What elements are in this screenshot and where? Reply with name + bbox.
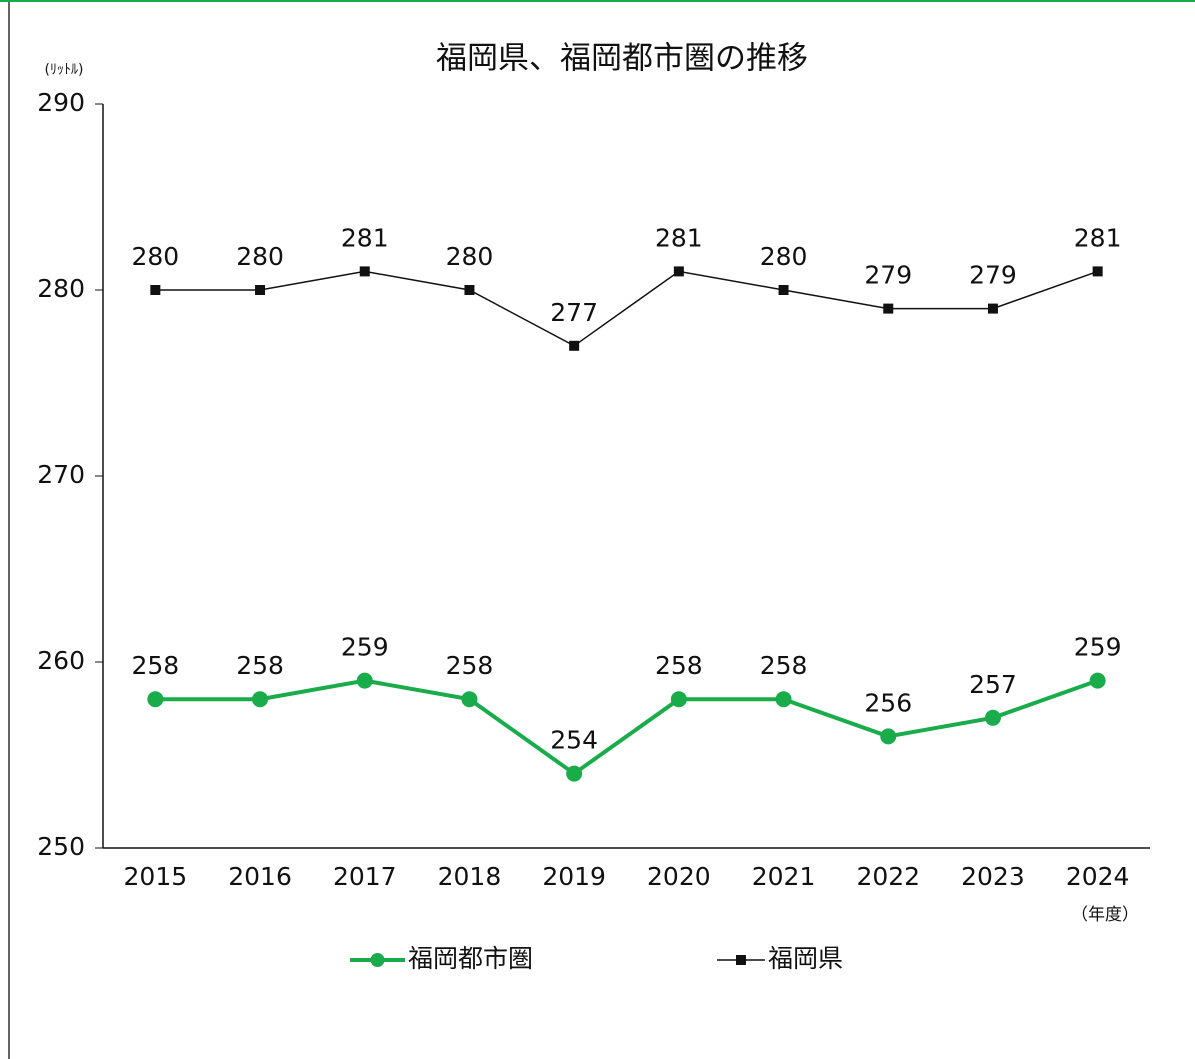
x-tick-label: 2020 [647,862,711,891]
data-label: 280 [760,242,808,271]
x-tick-label: 2021 [752,862,816,891]
data-label: 259 [1074,633,1122,662]
marker [1089,672,1106,689]
series-line [155,270,1098,347]
data-label: 258 [655,651,703,680]
legend-label: 福岡都市圏 [408,944,533,973]
x-tick-label: 2024 [1066,862,1130,891]
marker [255,285,266,295]
marker [673,266,684,277]
data-label: 281 [1074,223,1122,252]
x-tick-label: 2017 [333,862,397,891]
x-tick-label: 2023 [961,862,1025,891]
y-tick-label: 250 [37,832,85,861]
data-label: 257 [969,670,1017,699]
data-label: 259 [341,633,389,662]
frame [8,0,1195,1059]
x-tick-label: 2016 [228,862,292,891]
y-tick-label: 280 [37,274,85,303]
marker [150,285,161,295]
data-label: 279 [969,261,1017,290]
y-tick-label: 290 [37,88,85,117]
marker [569,340,580,351]
y-tick-label: 260 [37,646,85,675]
marker [252,691,269,708]
marker [880,728,897,745]
marker [147,691,164,708]
data-label: 277 [550,298,598,327]
data-label: 281 [341,223,389,252]
marker [883,303,894,314]
data-label: 280 [446,242,494,271]
x-tick-label: 2019 [542,862,606,891]
marker [987,303,998,314]
data-label: 258 [236,651,284,680]
series-line [155,678,1099,777]
marker [464,285,475,295]
data-label: 258 [131,651,179,680]
data-label: 281 [655,223,703,252]
marker [566,765,583,782]
x-tick-label: 2015 [124,862,188,891]
legend-label: 福岡県 [768,944,843,973]
marker [356,672,373,689]
data-label: 258 [446,651,494,680]
marker [670,691,687,708]
marker [461,691,478,708]
marker [984,709,1001,726]
marker [1092,266,1103,277]
marker [775,691,792,708]
data-label: 258 [760,651,808,680]
data-label: 254 [550,726,598,755]
x-tick-label: 2018 [438,862,502,891]
data-label: 279 [864,261,912,290]
y-axis-label: (ﾘｯﾄﾙ) [45,62,84,78]
data-label: 256 [864,688,912,717]
x-axis-label: （年度） [1071,905,1139,925]
chart-title: 福岡県、福岡都市圏の推移 [436,41,808,77]
marker [778,285,789,295]
data-label: 280 [131,242,179,271]
marker [359,266,370,277]
data-label: 280 [236,242,284,271]
y-tick-label: 270 [37,460,85,489]
legend-marker [736,955,746,965]
x-tick-label: 2022 [856,862,920,891]
legend-marker [370,953,385,967]
